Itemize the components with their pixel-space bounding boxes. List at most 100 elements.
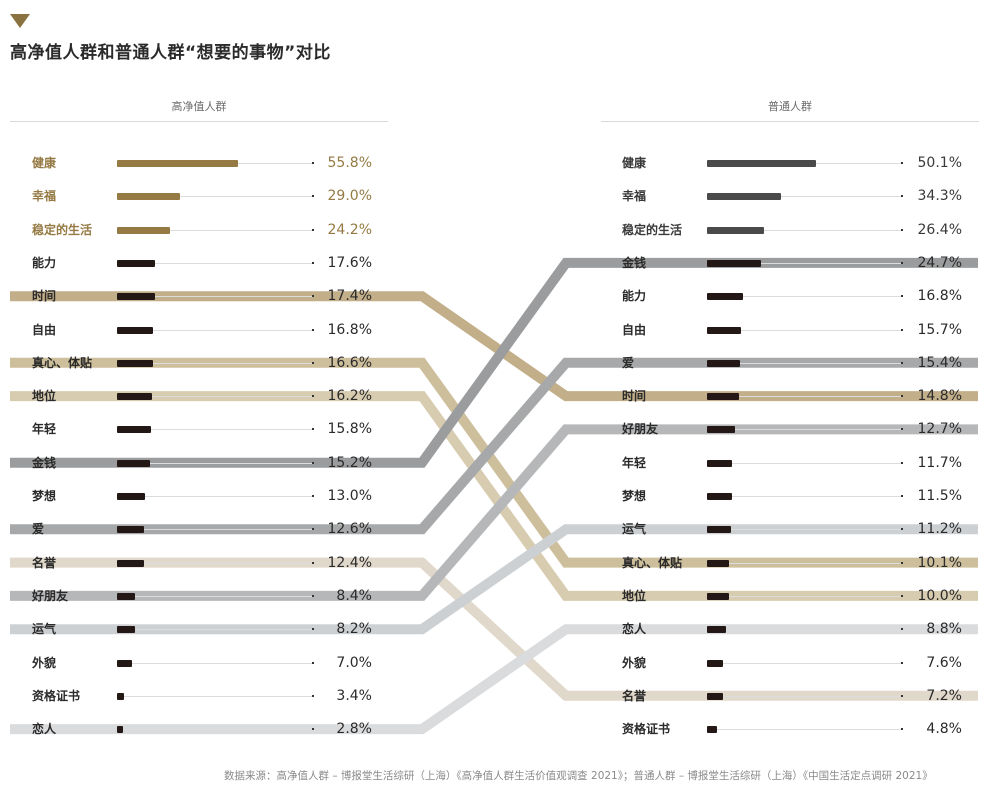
value-bar <box>707 493 732 500</box>
value-label: 16.8% <box>327 321 372 338</box>
bar-track <box>117 496 312 497</box>
bar-track <box>117 362 312 364</box>
bar-track <box>707 629 901 631</box>
bar-track <box>707 496 901 497</box>
ranking-row: 幸福 34.3% <box>0 186 1000 206</box>
row-label: 梦想 <box>32 489 57 503</box>
row-label: 真心、体贴 <box>32 355 93 370</box>
value-label: 11.5% <box>917 488 962 504</box>
track-end-dot <box>312 461 314 464</box>
value-label: 4.8% <box>926 721 962 738</box>
left-group-heading: 高净值人群 <box>171 100 227 113</box>
row-label: 自由 <box>32 322 57 337</box>
row-label: 资格证书 <box>622 722 671 737</box>
left-group-divider <box>10 121 388 122</box>
value-label: 8.2% <box>336 621 372 638</box>
track-end-dot <box>901 328 903 331</box>
row-label: 能力 <box>622 289 647 304</box>
row-label: 恋人 <box>32 722 57 737</box>
value-bar <box>707 726 718 734</box>
bar-track <box>707 462 901 464</box>
bar-track <box>707 262 901 264</box>
value-bar <box>117 393 153 401</box>
value-bar <box>117 592 136 600</box>
value-bar <box>707 393 740 401</box>
track-end-dot <box>312 295 314 298</box>
row-label: 地位 <box>622 588 647 603</box>
value-label: 12.6% <box>327 521 372 538</box>
ranking-row: 金钱 15.2% <box>0 453 1000 473</box>
bar-track <box>117 329 312 331</box>
value-bar <box>117 426 152 434</box>
track-end-dot <box>901 162 903 164</box>
row-label: 好朋友 <box>622 422 659 437</box>
track-end-dot <box>901 728 903 731</box>
value-label: 10.1% <box>917 554 962 571</box>
ranking-row: 真心、体贴 16.6% <box>0 353 1000 373</box>
ranking-row: 梦想 13.0% <box>0 486 1000 506</box>
value-label: 55.8% <box>327 155 372 171</box>
row-label: 爱 <box>32 522 45 537</box>
value-bar <box>707 526 732 534</box>
value-label: 16.6% <box>327 354 372 371</box>
bar-track <box>117 629 312 631</box>
value-bar <box>707 326 742 334</box>
row-label: 幸福 <box>32 189 57 204</box>
value-label: 15.4% <box>917 354 962 371</box>
bar-track <box>117 196 312 198</box>
value-label: 15.2% <box>327 454 372 471</box>
connector-line <box>10 291 978 402</box>
ranking-row: 地位 16.2% <box>0 386 1000 406</box>
track-end-dot <box>312 261 314 264</box>
bar-track <box>117 529 312 531</box>
track-end-dot <box>312 661 314 664</box>
ranking-row: 健康 55.8% <box>0 153 1000 173</box>
ranking-row: 好朋友 8.4% <box>0 586 1000 606</box>
ranking-row: 恋人 8.8% <box>0 619 1000 639</box>
track-end-dot <box>312 728 314 731</box>
bar-track <box>707 362 901 364</box>
row-label: 健康 <box>32 156 57 170</box>
bar-track <box>117 695 312 697</box>
ranking-row: 时间 17.4% <box>0 286 1000 306</box>
ranking-row: 自由 15.7% <box>0 320 1000 340</box>
value-bar <box>117 692 125 700</box>
track-end-dot <box>901 395 903 398</box>
value-label: 11.7% <box>917 454 962 471</box>
bar-track <box>707 329 901 331</box>
value-label: 26.4% <box>917 221 962 238</box>
ranking-row: 梦想 11.5% <box>0 486 1000 506</box>
bar-track <box>707 196 901 198</box>
bar-track <box>117 429 312 431</box>
bar-track <box>707 429 901 431</box>
track-end-dot <box>901 661 903 664</box>
row-label: 年轻 <box>32 422 57 437</box>
row-label: 年轻 <box>622 455 647 470</box>
track-end-dot <box>901 528 903 531</box>
ranking-row: 年轻 15.8% <box>0 419 1000 439</box>
bar-track <box>707 729 901 731</box>
value-label: 29.0% <box>327 188 372 205</box>
value-bar <box>117 726 124 734</box>
value-label: 3.4% <box>336 687 372 704</box>
ranking-row: 金钱 24.7% <box>0 253 1000 273</box>
track-end-dot <box>901 295 903 298</box>
ranking-row: 爱 12.6% <box>0 519 1000 539</box>
track-end-dot <box>312 228 314 231</box>
track-end-dot <box>312 694 314 697</box>
value-label: 12.7% <box>917 421 962 438</box>
value-label: 24.2% <box>327 221 372 238</box>
value-label: 10.0% <box>917 587 962 604</box>
track-end-dot <box>901 261 903 264</box>
value-label: 34.3% <box>917 188 962 205</box>
track-end-dot <box>312 328 314 331</box>
row-label: 真心、体贴 <box>622 555 683 570</box>
ranking-row: 外貌 7.6% <box>0 653 1000 673</box>
ranking-row: 爱 15.4% <box>0 353 1000 373</box>
row-label: 名誉 <box>622 688 647 703</box>
value-bar <box>707 226 765 234</box>
row-label: 自由 <box>622 322 647 337</box>
bar-track <box>707 695 901 697</box>
ranking-row: 真心、体贴 10.1% <box>0 553 1000 573</box>
ranking-row: 健康 50.1% <box>0 153 1000 173</box>
